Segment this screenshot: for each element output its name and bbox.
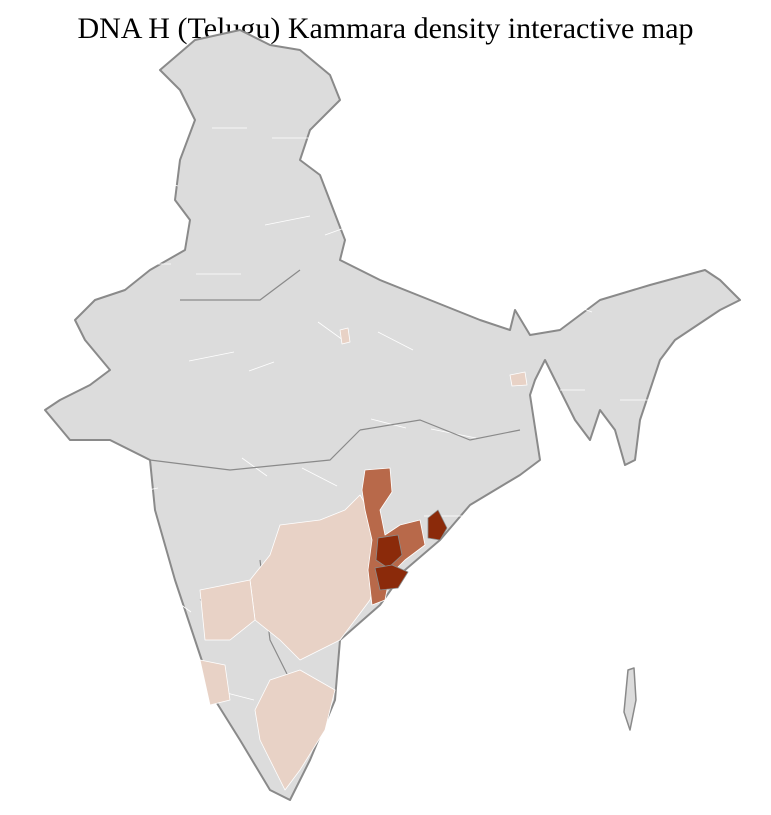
region-low-tamilnadu[interactable]: [254, 669, 336, 791]
region-low-kerala[interactable]: [199, 659, 231, 706]
district-border: [105, 583, 152, 603]
district-border: [377, 331, 414, 351]
district-border: [158, 680, 185, 691]
district-border: [566, 302, 593, 313]
district-border: [324, 225, 351, 236]
district-border: [142, 176, 179, 187]
district-border: [317, 321, 344, 341]
district-border: [536, 613, 573, 624]
region-high-2[interactable]: [374, 564, 409, 591]
district-border: [589, 719, 636, 739]
state-border: [149, 429, 361, 471]
region-high-3[interactable]: [427, 509, 448, 541]
district-lines: [89, 79, 669, 739]
district-border: [460, 99, 497, 110]
district-border: [476, 603, 503, 614]
region-high-1[interactable]: [375, 534, 403, 569]
district-border: [165, 593, 192, 613]
map-title: DNA H (Telugu) Kammara density interacti…: [77, 12, 694, 45]
region-low-karnataka[interactable]: [199, 579, 256, 641]
district-border: [513, 205, 560, 225]
district-border: [612, 477, 649, 488]
region-low-up[interactable]: [339, 327, 351, 345]
state-border: [359, 419, 521, 441]
andaman-islands[interactable]: [623, 667, 637, 731]
country-base[interactable]: [44, 29, 741, 801]
region-low-bengal[interactable]: [509, 371, 528, 387]
district-border: [642, 166, 669, 177]
district-border: [112, 487, 159, 498]
district-border: [301, 467, 338, 487]
district-border: [248, 361, 275, 372]
district-border: [89, 79, 116, 99]
state-border: [180, 269, 301, 301]
district-border: [264, 215, 311, 226]
district-border: [453, 195, 490, 215]
district-border: [506, 292, 553, 303]
district-border: [400, 89, 427, 100]
district-border: [188, 351, 235, 362]
density-regions[interactable]: [199, 327, 528, 791]
district-border: [370, 418, 407, 429]
